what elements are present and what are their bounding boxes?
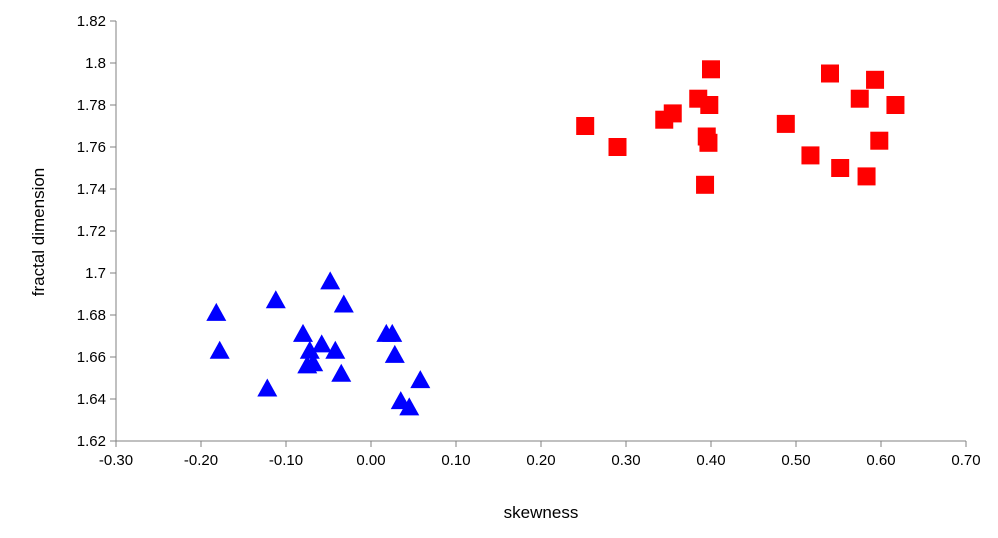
x-tick-label: 0.20	[526, 452, 555, 469]
x-tick-label: 0.00	[356, 452, 385, 469]
triangle-point	[299, 340, 320, 359]
square-point	[696, 175, 715, 194]
y-tick-label: 1.78	[77, 97, 106, 114]
x-tick-label: 0.60	[866, 452, 895, 469]
y-axis-ticks: 1.62 1.64 1.66 1.68 1.7 1.72 1.74 1.76 1.78 1.8 1.…	[77, 13, 116, 450]
y-tick-label: 1.74	[77, 181, 106, 198]
triangle-point	[209, 340, 230, 359]
x-tick-label: -0.30	[99, 452, 133, 469]
y-axis-title: fractal dimension	[29, 168, 48, 297]
x-tick-label: -0.10	[269, 452, 303, 469]
square-point	[702, 60, 720, 79]
triangle-point	[384, 344, 405, 363]
square-point	[776, 114, 795, 133]
x-axis-ticks: -0.30 -0.20 -0.10 0.00 0.10 0.20 0.30 0.40 0.50 0…	[99, 441, 981, 469]
x-tick-label: 0.40	[696, 452, 725, 469]
y-tick-label: 1.76	[77, 139, 106, 156]
x-tick-label: 0.50	[781, 452, 810, 469]
square-point	[886, 96, 905, 114]
square-point	[857, 167, 876, 186]
x-axis-title: skewness	[504, 503, 579, 522]
square-point	[608, 138, 627, 156]
triangle-point	[311, 334, 332, 353]
square-point	[850, 89, 869, 108]
square-point	[821, 64, 839, 83]
square-point	[663, 104, 682, 123]
x-tick-label: 0.30	[611, 452, 640, 469]
square-point	[866, 70, 885, 89]
triangle-point	[399, 397, 420, 416]
data-points	[206, 60, 905, 416]
y-tick-label: 1.66	[77, 349, 106, 366]
triangle-point	[303, 353, 324, 372]
y-tick-label: 1.62	[77, 433, 106, 450]
y-tick-label: 1.7	[85, 265, 106, 282]
x-tick-label: 0.10	[441, 452, 470, 469]
triangle-point	[320, 271, 341, 290]
y-tick-label: 1.72	[77, 223, 106, 240]
triangle-point	[265, 290, 286, 309]
y-tick-label: 1.68	[77, 307, 106, 324]
x-tick-label: 0.70	[951, 452, 980, 469]
square-point	[801, 146, 820, 165]
square-point	[831, 159, 850, 177]
triangle-point	[257, 378, 278, 397]
triangle-point	[206, 302, 227, 321]
triangle-point	[333, 294, 354, 313]
square-point	[870, 131, 889, 150]
triangle-point	[293, 323, 313, 342]
square-point	[700, 96, 719, 114]
triangle-point	[410, 370, 431, 389]
triangle-point	[382, 323, 403, 342]
triangle-point	[331, 363, 352, 382]
triangle-point	[325, 340, 346, 359]
y-tick-label: 1.8	[85, 55, 106, 72]
square-point	[699, 133, 718, 152]
y-tick-label: 1.64	[77, 391, 106, 408]
x-tick-label: -0.20	[184, 452, 218, 469]
y-tick-label: 1.82	[77, 13, 106, 30]
square-point	[576, 117, 595, 135]
